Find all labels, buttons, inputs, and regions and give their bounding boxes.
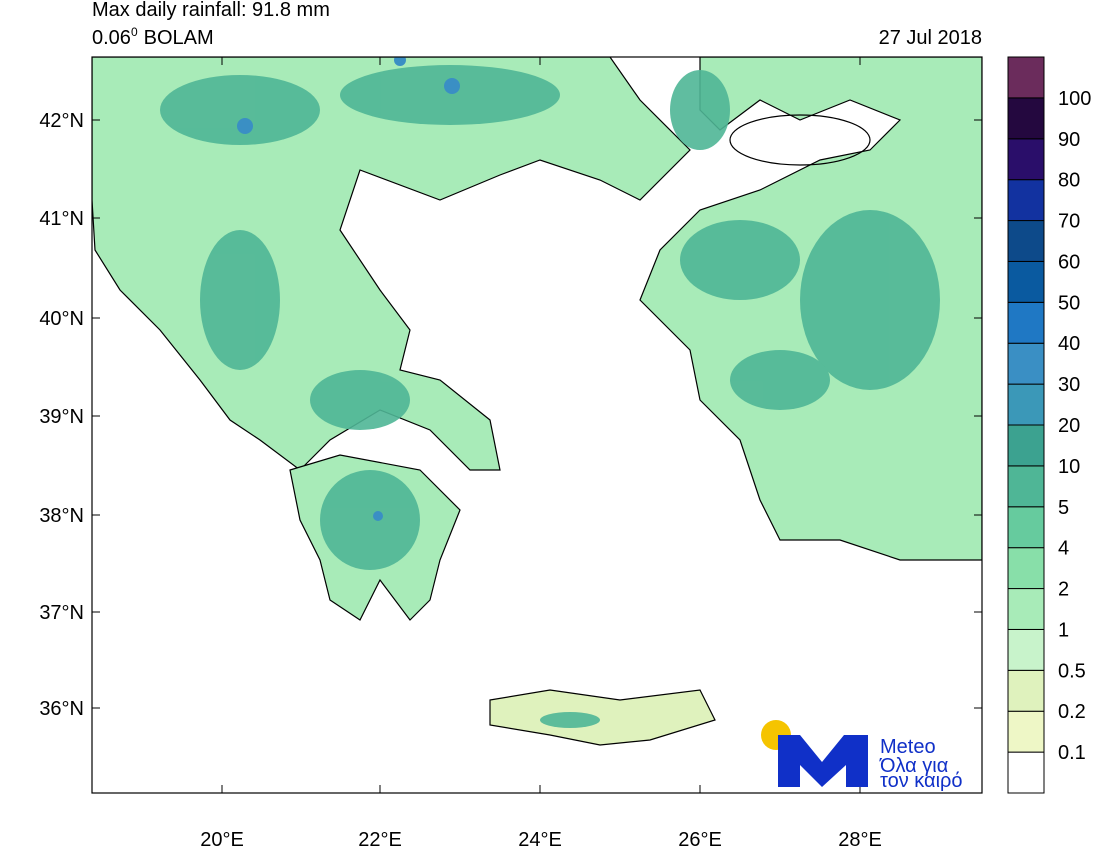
- map-content: [92, 57, 982, 793]
- colorbar-box: [1007, 751, 1045, 794]
- colorbar-label: 2: [1058, 579, 1069, 601]
- logo-name: Meteo: [880, 736, 936, 758]
- map-frame: [91, 56, 983, 794]
- lon-label: 22°E: [358, 829, 402, 851]
- logo-tagline: τον καιρό: [880, 770, 963, 792]
- colorbar-label: 10: [1058, 456, 1080, 478]
- lon-label: 20°E: [200, 829, 244, 851]
- ticks: 42°N 41°N 40°N 39°N 38°N 37°N 36°N 20°E 22°E 24°E…: [39, 57, 982, 851]
- colorbar-box: [1007, 669, 1045, 712]
- colorbar-box: [1007, 260, 1045, 303]
- colorbar-box: [1007, 342, 1045, 385]
- colorbar-box: [1007, 383, 1045, 426]
- colorbar-box: [1007, 301, 1045, 344]
- lat-label: 40°N: [39, 308, 84, 330]
- lon-label: 26°E: [678, 829, 722, 851]
- colorbar-label: 0.5: [1058, 660, 1086, 682]
- title: Max daily rainfall: 91.8 mm: [92, 0, 330, 21]
- lon-label: 28°E: [838, 829, 882, 851]
- model-name: BOLAM: [144, 27, 214, 49]
- colorbar-label: 100: [1058, 88, 1091, 110]
- colorbar-box: [1007, 56, 1045, 99]
- colorbar-label: 90: [1058, 129, 1080, 151]
- lon-label: 24°E: [518, 829, 562, 851]
- model-resolution: 0.06: [92, 27, 131, 49]
- colorbar-label: 30: [1058, 374, 1080, 396]
- colorbar-label: 0.2: [1058, 701, 1086, 723]
- colorbar-box: [1007, 97, 1045, 140]
- colorbar-label: 80: [1058, 170, 1080, 192]
- colorbar-box: [1007, 588, 1045, 630]
- colorbar-box: [1007, 179, 1045, 222]
- colorbar-label: 0.1: [1058, 742, 1086, 764]
- date: 27 Jul 2018: [879, 27, 982, 49]
- lat-label: 39°N: [39, 406, 84, 428]
- colorbar-box: [1007, 506, 1045, 549]
- colorbar-label: 5: [1058, 497, 1069, 519]
- colorbar-box: [1007, 220, 1045, 262]
- colorbar: 0.1 0.2 0.5 1 2 4 5 10 20 30 40 50 60 70 80 90 100: [1007, 56, 1091, 794]
- colorbar-box: [1007, 424, 1045, 467]
- logo-mark: [778, 735, 868, 787]
- lat-label: 37°N: [39, 602, 84, 624]
- colorbar-box: [1007, 710, 1045, 753]
- model-label: 0.060 BOLAM: [92, 25, 214, 49]
- lat-label: 41°N: [39, 208, 84, 230]
- model-superscript: 0: [131, 25, 138, 39]
- land-crete: [489, 689, 716, 746]
- colorbar-label: 20: [1058, 415, 1080, 437]
- lat-label: 42°N: [39, 110, 84, 132]
- colorbar-label: 50: [1058, 292, 1080, 314]
- colorbar-box: [1007, 628, 1045, 671]
- rain-peaks: [237, 57, 460, 521]
- colorbar-box: [1007, 465, 1045, 508]
- lat-label: 38°N: [39, 505, 84, 527]
- colorbar-label: 60: [1058, 251, 1080, 273]
- colorbar-box: [1007, 138, 1045, 181]
- logo-tagline: Όλα για: [879, 755, 948, 777]
- map: 42°N 41°N 40°N 39°N 38°N 37°N 36°N 20°E 22°E 24°E…: [39, 56, 983, 851]
- colorbar-box: [1007, 547, 1045, 590]
- sea-of-marmara: [729, 114, 871, 166]
- rain-patches: [160, 65, 940, 728]
- colorbar-label: 1: [1058, 619, 1069, 641]
- colorbar-label: 40: [1058, 333, 1080, 355]
- colorbar-label: 70: [1058, 211, 1080, 233]
- logo: Meteo Όλα για τον καιρό: [761, 720, 963, 792]
- lat-label: 36°N: [39, 698, 84, 720]
- colorbar-label: 4: [1058, 538, 1069, 560]
